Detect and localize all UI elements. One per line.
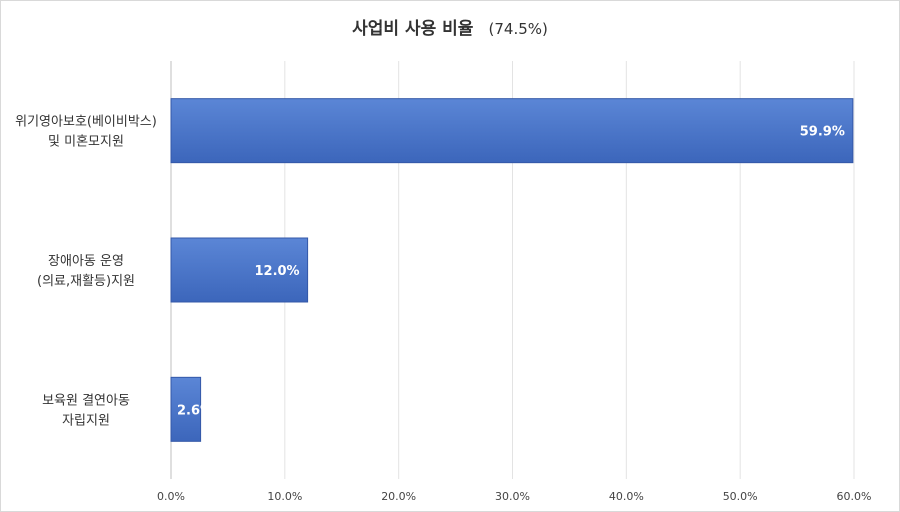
category-label: 및 미혼모지원 [48,135,124,150]
x-tick-labels: 0.0% 10.0% 20.0% 30.0% 40.0% 50.0% 60.0% [157,490,871,503]
x-tick-label: 10.0% [267,490,302,503]
chart-title-main: 사업비 사용 비율 [352,19,474,39]
bars: 59.9% 12.0% 2.6% [170,98,854,442]
bar [170,376,202,442]
chart-title-sub: (74.5%) [489,20,548,38]
x-tick-label: 20.0% [381,490,416,503]
x-tick-label: 0.0% [157,490,185,503]
bar [170,237,309,303]
x-tick-label: 50.0% [723,490,758,503]
x-tick-label: 30.0% [495,490,530,503]
category-label: 자립지원 [62,413,110,428]
category-label: (의료,재활등)지원 [37,274,135,289]
bar [170,98,854,164]
data-label: 12.0% [254,264,299,279]
x-tick-label: 40.0% [609,490,644,503]
category-label: 보육원 결연아동 [42,393,130,408]
data-label: 2.6% [177,403,213,418]
chart-title: 사업비 사용 비율 (74.5%) [352,19,548,39]
category-label: 위기영아보호(베이비박스) [15,115,157,130]
data-label: 59.9% [800,125,845,140]
x-tick-label: 60.0% [837,490,872,503]
category-label: 장애아동 운영 [48,254,124,269]
